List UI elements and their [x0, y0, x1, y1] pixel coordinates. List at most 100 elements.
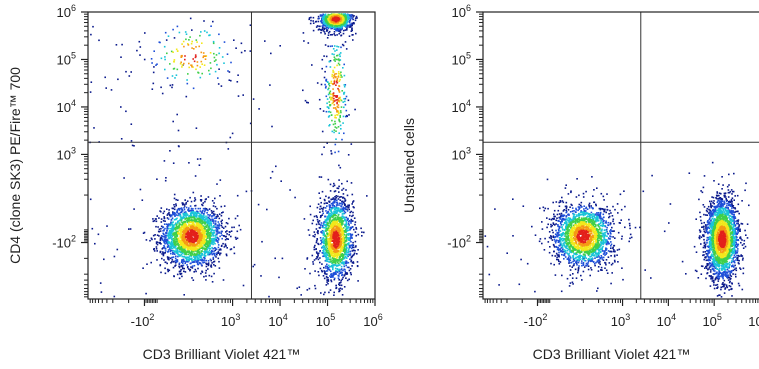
event-dot — [217, 238, 220, 241]
event-dot — [170, 236, 172, 239]
event-dot — [334, 116, 336, 119]
event-dot — [170, 234, 172, 237]
event-dot — [196, 210, 198, 213]
event-dot — [162, 251, 164, 253]
event-dot — [357, 233, 360, 236]
event-dot — [329, 261, 331, 263]
event-dot — [156, 234, 159, 236]
event-dot — [166, 52, 168, 55]
event-dot — [197, 218, 200, 221]
event-dot — [328, 218, 330, 221]
event-dot — [274, 257, 276, 260]
event-dot — [169, 63, 171, 65]
event-dot — [349, 220, 352, 223]
event-dot — [186, 250, 189, 252]
event-dot — [342, 101, 344, 103]
event-dot — [307, 101, 309, 104]
event-dot — [228, 233, 230, 236]
event-dot — [315, 251, 318, 253]
event-dot — [193, 258, 196, 261]
event-dot — [328, 14, 331, 16]
event-dot — [156, 250, 158, 252]
event-dot — [325, 225, 327, 228]
event-dot — [176, 250, 179, 252]
event-dot — [349, 20, 351, 22]
event-dot — [333, 291, 335, 294]
event-dot — [338, 273, 341, 275]
event-dot — [343, 98, 345, 100]
event-dot — [164, 68, 166, 71]
event-dot — [185, 38, 187, 41]
event-dot — [349, 254, 351, 256]
event-dot — [226, 230, 228, 232]
event-dot — [332, 272, 335, 274]
event-dot — [161, 92, 164, 95]
event-dot — [344, 200, 346, 202]
event-dot — [334, 114, 336, 117]
event-dot — [338, 279, 340, 281]
event-dot — [182, 241, 184, 243]
event-dot — [191, 47, 193, 49]
event-dot — [353, 246, 355, 249]
event-dot — [308, 234, 311, 236]
event-dot — [188, 215, 190, 218]
event-dot — [201, 270, 203, 273]
event-dot — [354, 19, 357, 22]
event-dot — [191, 259, 193, 262]
event-dot — [169, 233, 172, 236]
event-dot — [219, 253, 221, 256]
event-dot — [215, 229, 217, 231]
event-dot — [338, 53, 341, 56]
event-dot — [335, 206, 338, 208]
event-dot — [324, 199, 326, 202]
event-dot — [206, 235, 209, 237]
event-dot — [176, 209, 179, 212]
event-dot — [202, 202, 205, 204]
event-dot — [340, 250, 343, 252]
event-dot — [201, 258, 204, 261]
event-dot — [327, 32, 330, 34]
event-dot — [180, 244, 183, 246]
event-dot — [333, 198, 336, 200]
event-dot — [179, 251, 182, 253]
event-dot — [179, 233, 181, 235]
event-dot — [340, 106, 343, 108]
event-dot — [344, 103, 347, 106]
event-dot — [342, 261, 344, 264]
event-dot — [344, 231, 346, 233]
event-dot — [172, 228, 175, 231]
event-dot — [320, 15, 323, 17]
event-dot — [331, 102, 334, 105]
event-dot — [332, 77, 335, 79]
event-dot — [321, 245, 324, 248]
event-dot — [163, 216, 165, 218]
event-dot — [332, 254, 335, 257]
event-dot — [160, 236, 162, 239]
event-dot — [215, 248, 217, 250]
event-dot — [210, 224, 213, 226]
event-dot — [334, 190, 337, 192]
event-dot — [339, 21, 342, 23]
event-dot — [186, 221, 189, 224]
event-dot — [129, 228, 132, 230]
event-dot — [178, 226, 181, 229]
event-dot — [235, 47, 237, 49]
event-dot — [308, 17, 311, 19]
event-dot — [321, 252, 324, 254]
event-dot — [176, 222, 179, 224]
event-dot — [329, 183, 332, 186]
event-dot — [327, 251, 330, 254]
event-dot — [348, 20, 351, 23]
event-dot — [348, 114, 350, 116]
event-dot — [181, 275, 183, 278]
event-dot — [330, 93, 332, 96]
event-dot — [115, 44, 118, 46]
event-dot — [217, 241, 219, 244]
event-dot — [225, 254, 228, 257]
event-dot — [163, 238, 166, 241]
event-dot — [223, 205, 226, 207]
event-dot — [339, 120, 341, 123]
event-dot — [354, 221, 357, 223]
event-dot — [338, 210, 341, 213]
event-dot — [180, 253, 183, 256]
